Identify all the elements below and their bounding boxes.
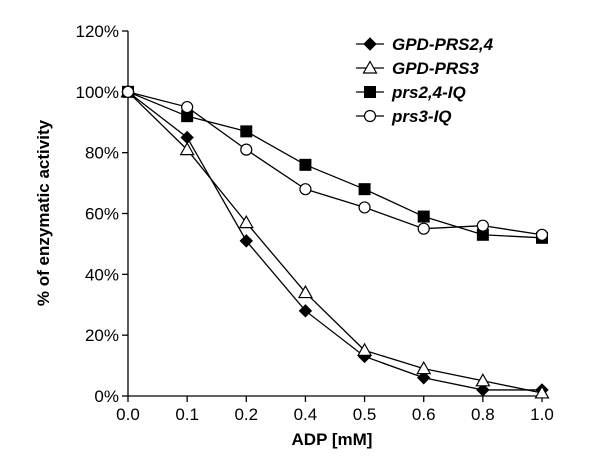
x-tick-label: 1.0 xyxy=(530,405,554,424)
data-point-gpd-prs3 xyxy=(357,342,373,356)
legend-marker-circle xyxy=(363,109,377,123)
legend-item-gpd-prs3: GPD-PRS3 xyxy=(356,59,479,78)
series-line-gpd-prs3 xyxy=(127,91,543,394)
data-point-gpd-prs3 xyxy=(534,385,550,399)
x-tick-label: 0.2 xyxy=(234,405,258,424)
x-tick-label: 0.1 xyxy=(175,405,199,424)
legend-item-gpd-prs2-4: GPD-PRS2,4 xyxy=(356,35,494,54)
legend-marker-triangle xyxy=(362,60,378,74)
x-tick-label: 0.5 xyxy=(353,405,377,424)
series-gpd-prs2-4 xyxy=(121,85,549,397)
legend-label: prs2,4-IQ xyxy=(391,83,466,102)
data-point-gpd-prs2-4 xyxy=(476,383,490,397)
x-tick-label: 0.4 xyxy=(294,405,318,424)
data-point-prs2-4-iq xyxy=(299,158,312,171)
data-point-gpd-prs2-4 xyxy=(417,371,431,385)
legend: GPD-PRS2,4 GPD-PRS3 prs2,4-IQ prs3-IQ xyxy=(356,35,494,126)
data-point-prs3-iq xyxy=(417,222,430,235)
y-tick-label: 100% xyxy=(76,83,119,102)
x-tick-label: 0.0 xyxy=(116,405,140,424)
data-point-prs3-iq xyxy=(299,183,312,196)
data-point-gpd-prs2-4 xyxy=(298,304,313,318)
legend-label: GPD-PRS3 xyxy=(392,59,479,78)
data-point-prs3-iq xyxy=(476,219,489,232)
legend-item-prs2-4-iq: prs2,4-IQ xyxy=(356,83,466,102)
series-prs3-iq xyxy=(121,85,549,241)
series-line-prs3-iq xyxy=(127,91,543,236)
legend-label: prs3-IQ xyxy=(391,107,452,126)
x-tick-label: 0.8 xyxy=(471,405,495,424)
y-tick-label: 80% xyxy=(85,144,119,163)
series-prs2-4-iq xyxy=(122,85,548,244)
data-point-prs2-4-iq xyxy=(240,125,253,138)
data-point-prs3-iq xyxy=(358,201,371,214)
data-point-gpd-prs3 xyxy=(475,373,491,387)
y-tick-label: 40% xyxy=(85,265,119,284)
data-point-gpd-prs3 xyxy=(416,360,432,375)
data-point-prs3-iq xyxy=(181,100,194,114)
legend-marker-square xyxy=(364,86,376,98)
legend-label: GPD-PRS2,4 xyxy=(392,35,494,54)
series-gpd-prs3 xyxy=(120,84,550,399)
data-point-prs3-iq xyxy=(535,228,549,241)
data-point-prs3-iq xyxy=(240,143,253,156)
axes-layer: 0% 20% 40% 60% 80% 100% 120% 0.0 0.1 0.2 0.4 0.5 0.6… xyxy=(76,22,554,424)
x-axis-title: ADP [mM] xyxy=(292,430,373,449)
data-point-gpd-prs3 xyxy=(179,141,195,156)
series-line-gpd-prs2-4 xyxy=(127,91,542,391)
legend-marker-diamond xyxy=(363,37,377,51)
data-point-gpd-prs2-4 xyxy=(180,130,194,145)
data-point-prs3-iq xyxy=(121,85,135,98)
data-point-gpd-prs3 xyxy=(297,284,313,299)
y-tick-label: 120% xyxy=(76,22,119,41)
data-point-gpd-prs3 xyxy=(238,214,254,229)
y-tick-label: 60% xyxy=(85,205,119,224)
data-point-prs2-4-iq xyxy=(417,210,430,223)
data-point-prs2-4-iq xyxy=(358,183,371,196)
y-axis-title: % of enzymatic activity xyxy=(34,119,53,306)
series-layer xyxy=(120,84,550,399)
y-tick-label: 0% xyxy=(94,387,119,406)
data-point-gpd-prs2-4 xyxy=(239,234,253,248)
y-tick-label: 20% xyxy=(85,326,119,345)
series-line-prs2-4-iq xyxy=(127,91,543,239)
x-tick-label: 0.6 xyxy=(412,405,436,424)
legend-item-prs3-iq: prs3-IQ xyxy=(356,107,452,126)
